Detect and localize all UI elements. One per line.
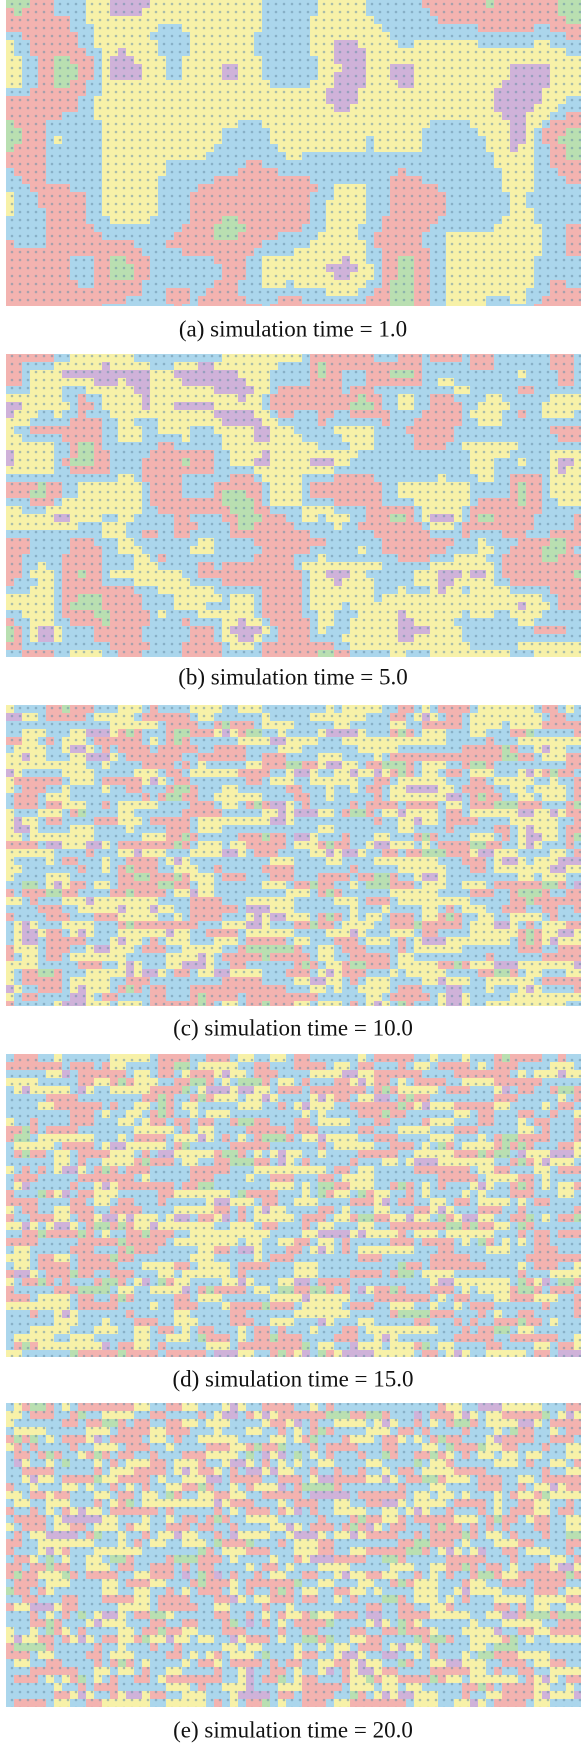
particle-dots — [6, 0, 581, 306]
simulation-panel — [6, 0, 581, 306]
panel-caption: (a) simulation time = 1.0 — [179, 316, 407, 341]
simulation-panel — [6, 354, 581, 657]
